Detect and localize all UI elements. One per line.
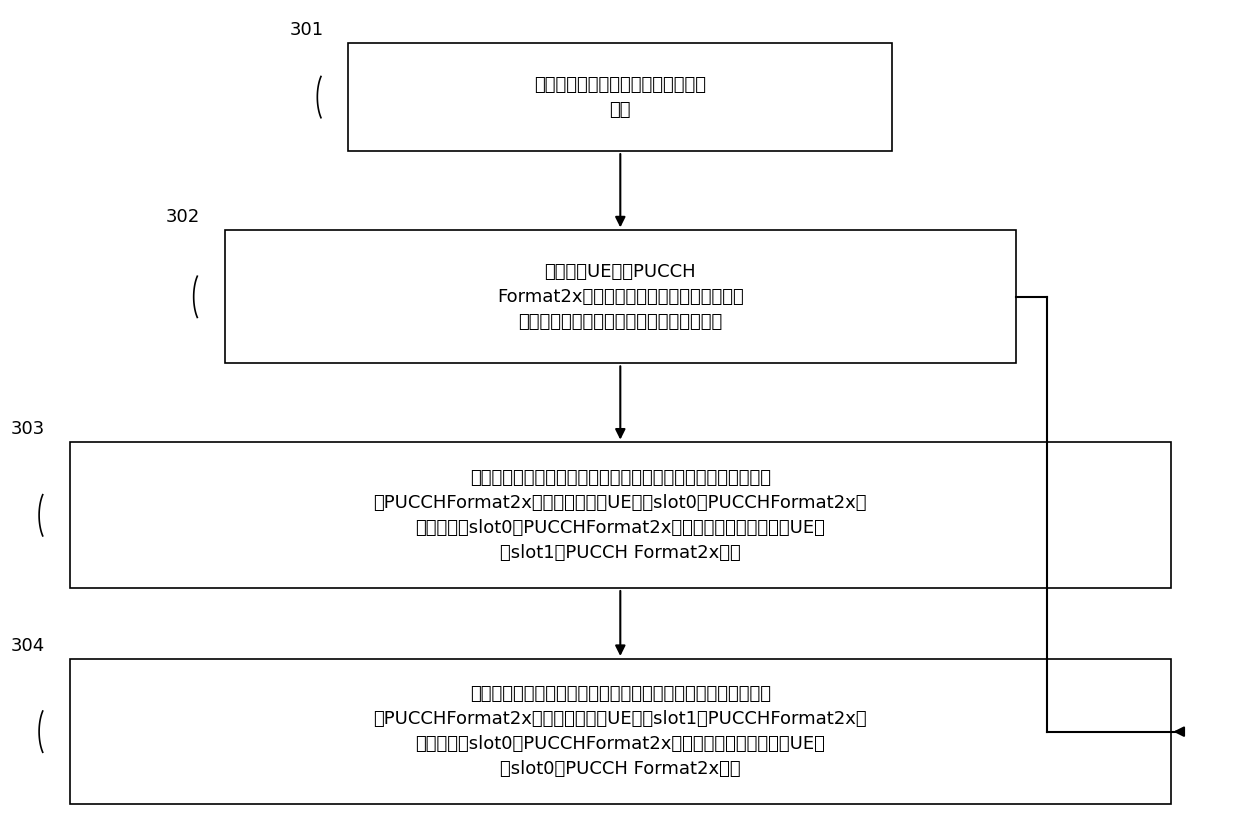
Text: 304: 304 [11, 636, 46, 655]
FancyBboxPatch shape [69, 659, 1171, 804]
Text: 302: 302 [166, 208, 200, 226]
FancyBboxPatch shape [69, 443, 1171, 588]
FancyBboxPatch shape [224, 230, 1016, 363]
Text: 若所述当前小区的小区分组为所述第一分组小区，在当前可使用
的PUCCHFormat2x资源中，为所述UE分配slot0的PUCCHFormat2x资
源，若所述: 若所述当前小区的小区分组为所述第一分组小区，在当前可使用 的PUCCHForma… [373, 468, 867, 562]
Text: 303: 303 [11, 420, 46, 438]
Text: 若所述当前小区的小区分组为所述第二分组小区，在当前可使用
的PUCCHFormat2x资源中，为所述UE分配slot1的PUCCHFormat2x资
源，若所述: 若所述当前小区的小区分组为所述第二分组小区，在当前可使用 的PUCCHForma… [373, 686, 867, 778]
FancyBboxPatch shape [348, 43, 893, 151]
Text: 将目标区域内的小区标识为两个分组
小区: 将目标区域内的小区标识为两个分组 小区 [534, 76, 707, 119]
Text: 在需要为UE分配PUCCH
Format2x资源时，根据预先获取的当前小区
的小区标识，确定所述当前小区的小区分组: 在需要为UE分配PUCCH Format2x资源时，根据预先获取的当前小区 的小… [497, 263, 744, 331]
Text: 301: 301 [289, 21, 324, 39]
